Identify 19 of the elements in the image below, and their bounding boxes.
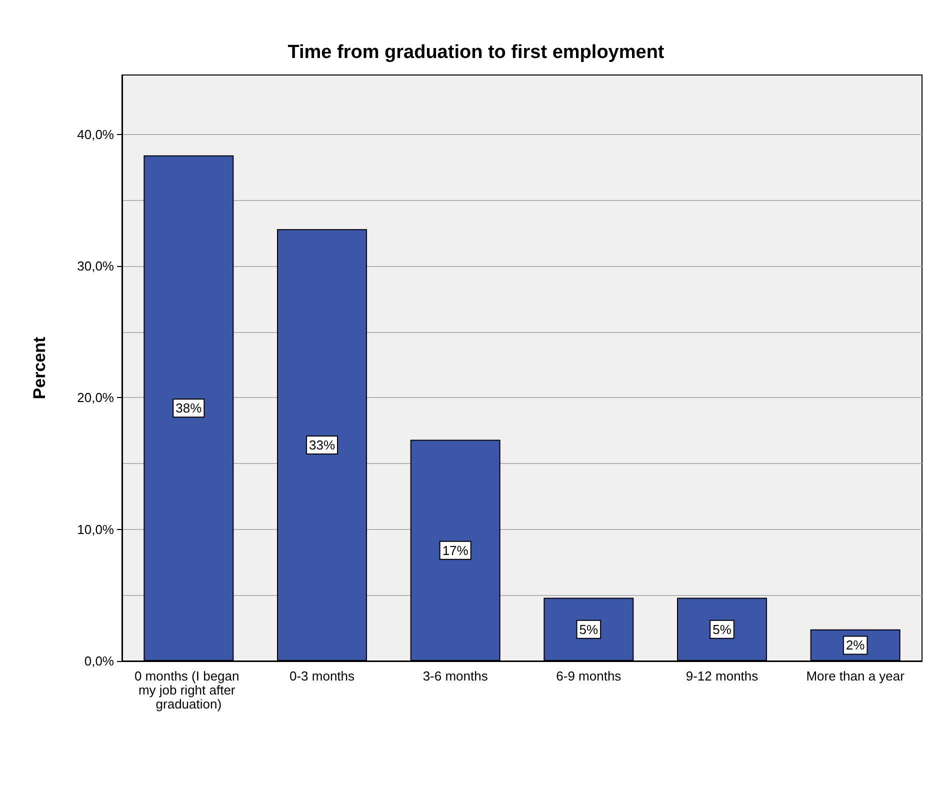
- data-label: 38%: [176, 400, 202, 416]
- x-tick-label: 6-9 months: [556, 668, 622, 684]
- data-label: 2%: [846, 638, 866, 653]
- y-tick-label: 40,0%: [77, 126, 114, 142]
- y-axis-title: Percent: [30, 336, 49, 400]
- y-tick-label: 10,0%: [77, 522, 114, 537]
- data-label: 33%: [308, 438, 336, 453]
- data-label: 5%: [579, 622, 598, 637]
- y-tick-label: 20,0%: [77, 390, 114, 406]
- x-tick-label: 0-3 months: [289, 668, 356, 684]
- data-label: 17%: [442, 542, 469, 558]
- x-tick-label: More than a year: [806, 668, 906, 684]
- chart-title: Time from graduation to first employment: [288, 42, 665, 63]
- x-tick-label: 3-6 months: [422, 668, 488, 684]
- x-tick-label: 0 months (I began my job right after graduation): [134, 668, 243, 712]
- y-tick-label: 0,0%: [84, 654, 114, 668]
- y-tick-label: 30,0%: [77, 258, 114, 274]
- x-tick-label: 9-12 months: [686, 668, 759, 684]
- data-label: 5%: [712, 622, 732, 637]
